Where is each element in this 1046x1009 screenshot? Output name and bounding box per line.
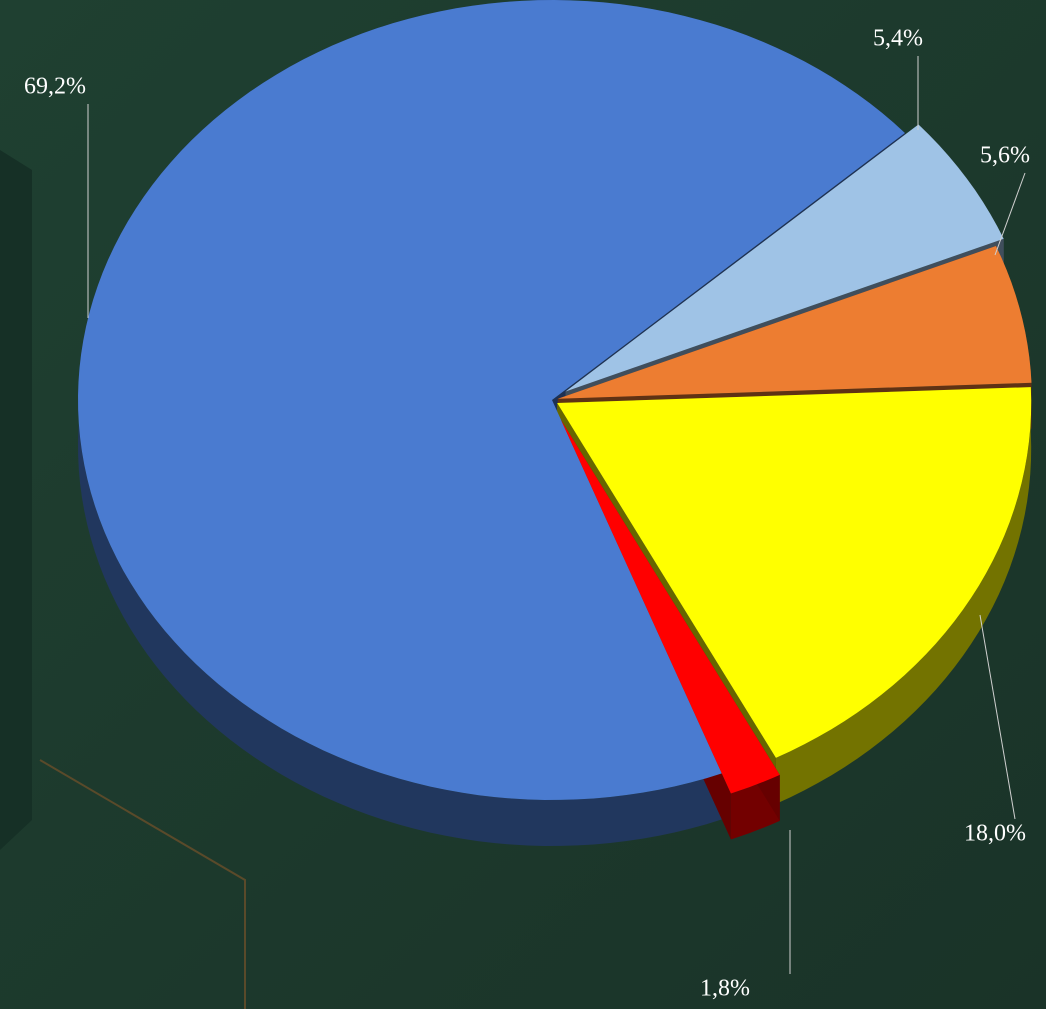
slice bbox=[565, 124, 1004, 392]
slice-tops bbox=[78, 0, 1032, 800]
data-label: 1,8% bbox=[700, 976, 750, 1002]
data-label: 5,4% bbox=[873, 26, 923, 52]
slice-side bbox=[775, 387, 1032, 804]
labels: 69,2% 5,4% 5,6% 18,0% 1,8% bbox=[24, 26, 1030, 1002]
data-label: 5,6% bbox=[980, 143, 1030, 169]
leader-line bbox=[979, 614, 1016, 820]
decor-line bbox=[39, 759, 246, 1009]
slice bbox=[557, 246, 1032, 399]
slice bbox=[557, 387, 1032, 758]
decor-panel bbox=[0, 150, 32, 850]
data-label: 18,0% bbox=[964, 821, 1026, 847]
slice bbox=[561, 420, 780, 794]
leader-line bbox=[994, 172, 1026, 256]
slice bbox=[78, 0, 905, 800]
data-label: 69,2% bbox=[24, 74, 86, 100]
